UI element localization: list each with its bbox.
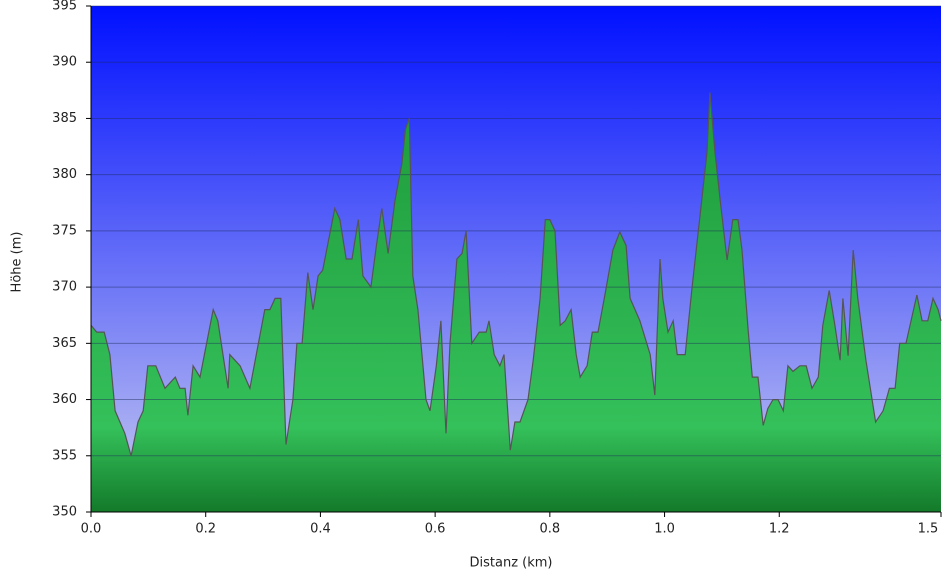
elevation-area — [91, 92, 941, 512]
y-tick-label: 350 — [52, 505, 77, 520]
y-tick-label: 390 — [52, 55, 77, 70]
y-tick-label: 395 — [52, 0, 77, 14]
y-tick-label: 375 — [52, 223, 77, 238]
x-tick-label: 1.0 — [654, 522, 675, 537]
y-tick-label: 380 — [52, 167, 77, 182]
elevation-line — [90, 92, 942, 456]
x-tick-label: 1.5 — [918, 522, 939, 537]
x-tick-label: 1.2 — [769, 522, 790, 537]
x-tick-label: 0.8 — [539, 522, 560, 537]
y-axis-label: Höhe (m) — [10, 232, 25, 293]
y-tick-label: 370 — [52, 280, 77, 295]
x-tick-label: 0.4 — [310, 522, 331, 537]
x-tick-label: 0.6 — [425, 522, 446, 537]
y-tick-label: 360 — [52, 392, 77, 407]
y-tick-label: 385 — [52, 111, 77, 126]
y-tick-label: 355 — [52, 448, 77, 463]
x-tick-label: 0.2 — [195, 522, 216, 537]
y-tick-label: 365 — [52, 336, 77, 351]
x-axis-label: Distanz (km) — [470, 556, 553, 571]
x-tick-label: 0.0 — [81, 522, 102, 537]
